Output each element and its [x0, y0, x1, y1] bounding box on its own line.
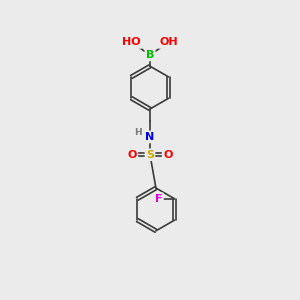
Text: O: O — [128, 150, 137, 160]
Text: H: H — [134, 128, 141, 137]
Text: O: O — [163, 150, 172, 160]
Text: HO: HO — [122, 38, 141, 47]
Text: N: N — [146, 132, 154, 142]
Text: S: S — [146, 150, 154, 160]
Text: B: B — [146, 50, 154, 60]
Text: OH: OH — [159, 38, 178, 47]
Text: F: F — [155, 194, 163, 204]
